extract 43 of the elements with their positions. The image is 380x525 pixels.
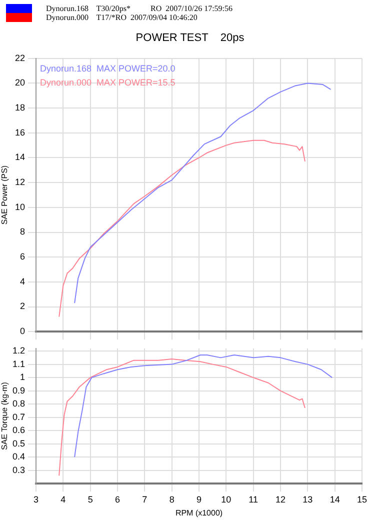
y-tick-label: 0.7 [12,412,25,422]
y-tick-label: 22 [14,52,25,63]
x-tick-label: 11 [248,494,258,504]
chart-title: POWER TEST 20ps [134,32,246,46]
x-tick-label: 8 [169,494,174,504]
x-tick-label: 9 [196,494,202,504]
y-tick-label: 1.2 [12,346,25,356]
y-tick-label: 8 [20,226,25,237]
y-tick-label: 18 [14,102,25,113]
text: Dynorun.168 T30/20ps* RO 2007/10/26 17:59:56 [46,4,233,13]
x-tick-label: 13 [302,494,313,504]
y-tick-label: 0.8 [12,398,25,409]
x-tick-label: 5 [88,494,93,504]
y-tick-label: 20 [14,78,25,88]
x-tick-label: 6 [114,494,120,504]
text: Dynorun.168 MAX POWER=20.0 [40,63,176,74]
y-axis-title: SAE Torque (kg-m) [0,382,10,450]
x-axis-title: RPM (x1000) [175,508,223,518]
y-tick-label: 0.9 [12,385,25,396]
text: Dynorun.000 MAX POWER=15.5 [40,77,176,88]
y-tick-label: 0 [20,326,25,336]
y-tick-label: 0.3 [12,464,25,475]
y-tick-label: 0.5 [12,438,25,448]
x-tick-label: 3 [33,494,39,504]
y-tick-label: 14 [14,152,25,162]
y-tick-label: 1.1 [12,358,25,369]
x-tick-label: 4 [60,494,66,504]
x-tick-label: 12 [275,494,286,504]
text: Dynorun.000 T17/*RO 2007/09/04 10:46:20 [46,13,198,22]
y-tick-label: 0.6 [12,425,25,436]
y-axis-title: SAE Power (PS) [0,165,10,225]
y-tick-label: 12 [14,177,25,188]
y-tick-label: 16 [14,127,25,138]
y-tick-label: 0.4 [12,452,25,462]
y-tick-label: 6 [20,252,25,262]
y-tick-label: 2 [20,301,25,312]
y-tick-label: 4 [20,276,25,286]
x-tick-label: 7 [142,494,148,504]
x-tick-label: 10 [221,494,232,504]
x-tick-label: 15 [356,494,368,504]
x-tick-label: 14 [330,494,340,504]
y-tick-label: 10 [14,202,25,212]
y-tick-label: 1 [20,372,25,382]
